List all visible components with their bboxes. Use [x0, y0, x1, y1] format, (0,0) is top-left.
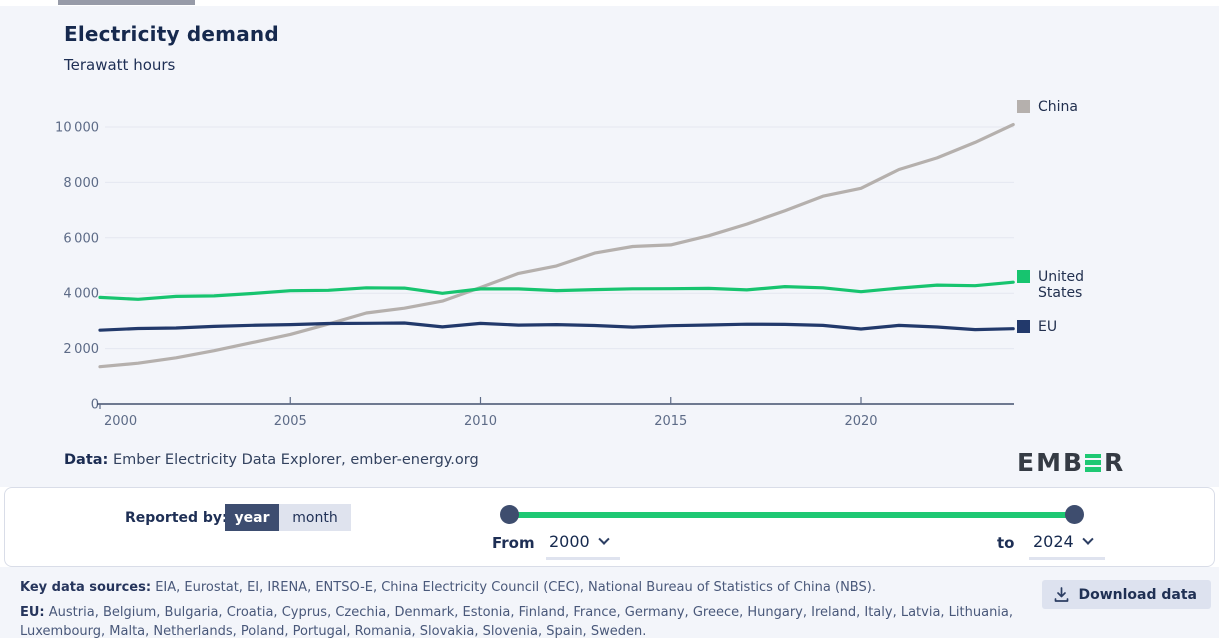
reported-by-toggle: year month [225, 504, 351, 531]
legend-item: United States [1017, 269, 1102, 301]
page-title: Electricity demand [64, 22, 279, 46]
svg-text:0: 0 [91, 398, 99, 413]
download-icon [1055, 586, 1069, 602]
ember-logo-prefix: EMB [1017, 448, 1085, 477]
svg-text:6 000: 6 000 [63, 231, 99, 246]
svg-text:2020: 2020 [844, 414, 877, 429]
legend-swatch [1017, 100, 1030, 113]
toggle-year-button[interactable]: year [225, 504, 279, 531]
legend-item: China [1017, 99, 1102, 115]
svg-text:2010: 2010 [464, 414, 497, 429]
electricity-demand-chart: 0 2 000 4 000 6 000 8 000 10 000 2000 2005 2010 2… [55, 121, 1015, 429]
chevron-down-icon [1082, 533, 1094, 545]
eu-label: EU: [20, 605, 45, 620]
svg-text:2 000: 2 000 [63, 342, 99, 357]
to-year-value: 2024 [1033, 532, 1074, 551]
svg-text:2005: 2005 [274, 414, 307, 429]
eu-members-line: EU: Austria, Belgium, Bulgaria, Croatia,… [20, 604, 1025, 638]
legend-swatch [1017, 270, 1030, 283]
attribution-label: Data: [64, 452, 109, 468]
legend-label: China [1038, 99, 1078, 115]
key-data-sources-line: Key data sources: EIA, Eurostat, EI, IRE… [20, 580, 1219, 595]
year-range-slider-track[interactable] [509, 512, 1075, 518]
svg-text:8 000: 8 000 [63, 176, 99, 191]
attribution-text: Ember Electricity Data Explorer, ember-e… [108, 452, 479, 468]
download-data-button[interactable]: Download data [1042, 580, 1211, 609]
from-label: From [492, 534, 535, 552]
ember-logo: EMB R [1017, 448, 1125, 477]
controls-card: Reported by: year month From 2000 to 202… [4, 487, 1215, 567]
from-year-value: 2000 [549, 532, 590, 551]
key-data-sources-label: Key data sources: [20, 580, 152, 595]
top-tab-indicator [58, 0, 195, 5]
footer: Key data sources: EIA, Eurostat, EI, IRE… [0, 567, 1219, 638]
to-year-select[interactable]: 2024 [1033, 532, 1094, 551]
toggle-month-button[interactable]: month [279, 504, 351, 531]
legend-swatch [1017, 320, 1030, 333]
from-year-select[interactable]: 2000 [549, 532, 610, 551]
top-strip [0, 0, 1219, 6]
slider-handle-from[interactable] [500, 505, 519, 524]
from-select-underline [546, 557, 620, 560]
data-attribution: Data: Ember Electricity Data Explorer, e… [64, 452, 479, 468]
svg-text:4 000: 4 000 [63, 287, 99, 302]
download-button-label: Download data [1078, 586, 1197, 603]
svg-text:10 000: 10 000 [55, 121, 99, 136]
to-label: to [997, 534, 1015, 552]
legend-item: EU [1017, 319, 1102, 335]
ember-logo-e-bars-icon [1085, 453, 1102, 472]
slider-handle-to[interactable] [1065, 505, 1084, 524]
legend-label: EU [1038, 319, 1058, 335]
chevron-down-icon [598, 533, 610, 545]
to-select-underline [1029, 557, 1105, 560]
legend-label: United States [1038, 269, 1084, 302]
reported-by-label: Reported by: [125, 510, 228, 526]
eu-members-text: Austria, Belgium, Bulgaria, Croatia, Cyp… [20, 605, 1014, 638]
chart-subtitle: Terawatt hours [64, 56, 176, 74]
svg-text:2015: 2015 [654, 414, 687, 429]
ember-logo-suffix: R [1104, 448, 1126, 477]
svg-text:2000: 2000 [104, 414, 137, 429]
chart-section: 0 2 000 4 000 6 000 8 000 10 000 2000 2005 2010 2… [0, 6, 1219, 487]
key-data-sources-text: EIA, Eurostat, EI, IRENA, ENTSO-E, China… [151, 580, 876, 595]
